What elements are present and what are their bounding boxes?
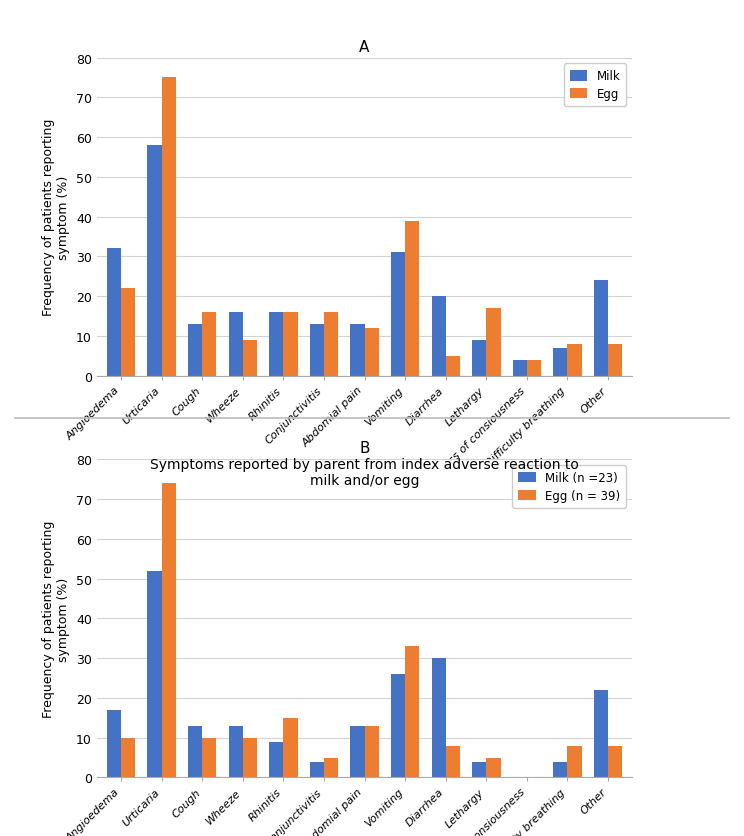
Bar bbox=[554, 349, 568, 376]
Bar bbox=[405, 646, 420, 777]
Bar bbox=[594, 691, 608, 777]
Bar bbox=[283, 313, 298, 376]
Bar bbox=[608, 344, 622, 376]
Bar bbox=[472, 762, 487, 777]
Bar bbox=[568, 344, 582, 376]
Bar bbox=[324, 313, 339, 376]
Bar bbox=[391, 674, 405, 777]
Legend: Milk, Egg: Milk, Egg bbox=[564, 64, 626, 107]
Bar bbox=[121, 737, 135, 777]
Bar bbox=[202, 737, 217, 777]
Title: B: B bbox=[359, 441, 370, 456]
Bar bbox=[554, 762, 568, 777]
Bar bbox=[594, 281, 608, 376]
Bar bbox=[568, 746, 582, 777]
Title: A: A bbox=[359, 39, 370, 54]
Bar bbox=[391, 253, 405, 376]
Bar bbox=[107, 249, 121, 376]
Bar bbox=[365, 329, 379, 376]
Bar bbox=[107, 710, 121, 777]
Bar bbox=[365, 726, 379, 777]
Bar bbox=[269, 742, 283, 777]
Bar bbox=[608, 746, 622, 777]
Bar bbox=[147, 571, 161, 777]
Bar bbox=[432, 297, 446, 376]
Bar bbox=[283, 718, 298, 777]
Bar bbox=[243, 737, 257, 777]
Bar bbox=[350, 324, 365, 376]
Legend: Milk (n =23), Egg (n = 39): Milk (n =23), Egg (n = 39) bbox=[513, 466, 626, 508]
Bar bbox=[405, 222, 420, 376]
Y-axis label: Frequency of patients reporting
symptom (%): Frequency of patients reporting symptom … bbox=[42, 520, 70, 717]
Bar bbox=[121, 289, 135, 376]
Text: milk and/or egg: milk and/or egg bbox=[310, 474, 420, 487]
Bar bbox=[432, 659, 446, 777]
Bar bbox=[487, 308, 501, 376]
Bar bbox=[350, 726, 365, 777]
Bar bbox=[472, 340, 487, 376]
Bar bbox=[161, 483, 176, 777]
Bar bbox=[446, 356, 460, 376]
Bar bbox=[188, 726, 202, 777]
Bar bbox=[188, 324, 202, 376]
Bar bbox=[269, 313, 283, 376]
Bar bbox=[161, 79, 176, 376]
Bar bbox=[324, 757, 339, 777]
Bar bbox=[513, 360, 527, 376]
Bar bbox=[228, 313, 243, 376]
Bar bbox=[310, 762, 324, 777]
Bar bbox=[446, 746, 460, 777]
Bar bbox=[228, 726, 243, 777]
Bar bbox=[202, 313, 217, 376]
Bar bbox=[310, 324, 324, 376]
Bar bbox=[147, 145, 161, 376]
Bar bbox=[527, 360, 541, 376]
Bar bbox=[243, 340, 257, 376]
Bar bbox=[487, 757, 501, 777]
Y-axis label: Frequency of patients reporting
symptom (%): Frequency of patients reporting symptom … bbox=[42, 119, 70, 316]
Text: Symptoms reported by parent from index adverse reaction to: Symptoms reported by parent from index a… bbox=[150, 457, 579, 471]
